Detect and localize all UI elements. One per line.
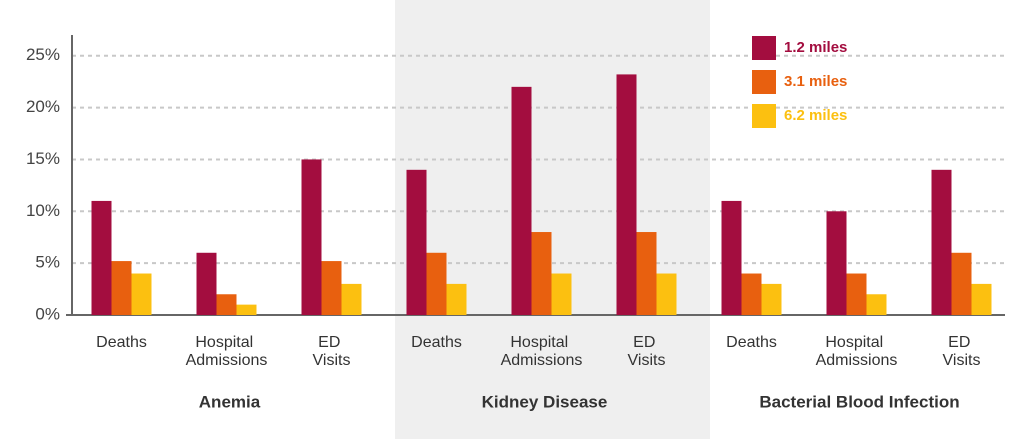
group-label: Kidney Disease bbox=[482, 392, 608, 411]
bar bbox=[656, 273, 677, 315]
bar bbox=[846, 273, 867, 315]
x-tick-label: ED Visits bbox=[628, 334, 666, 369]
bar bbox=[446, 283, 467, 315]
bar bbox=[216, 294, 237, 315]
bar bbox=[301, 159, 322, 315]
bar bbox=[531, 232, 552, 315]
bar bbox=[951, 252, 972, 315]
bar bbox=[636, 232, 657, 315]
x-tick-label: ED Visits bbox=[943, 334, 981, 369]
x-tick-label: Hospital Admissions bbox=[186, 334, 268, 369]
bar bbox=[131, 273, 152, 315]
bar bbox=[511, 86, 532, 315]
bar bbox=[236, 304, 257, 315]
group-label: Anemia bbox=[199, 392, 261, 411]
legend-label: 1.2 miles bbox=[784, 39, 847, 56]
bar bbox=[111, 261, 132, 315]
legend-swatch bbox=[752, 70, 776, 94]
bar bbox=[321, 261, 342, 315]
legend-label: 3.1 miles bbox=[784, 73, 847, 90]
y-tick-label: 20% bbox=[26, 97, 60, 116]
legend-swatch bbox=[752, 36, 776, 60]
y-tick-label: 10% bbox=[26, 201, 60, 220]
bar bbox=[826, 211, 847, 315]
x-tick-label: Deaths bbox=[96, 334, 147, 351]
bar bbox=[426, 252, 447, 315]
bar bbox=[406, 169, 427, 315]
x-tick-label: Deaths bbox=[411, 334, 462, 351]
x-tick-label: Hospital Admissions bbox=[816, 334, 898, 369]
bar bbox=[931, 169, 952, 315]
x-tick-label: ED Visits bbox=[313, 334, 351, 369]
x-tick-label: Hospital Admissions bbox=[501, 334, 583, 369]
y-tick-label: 25% bbox=[26, 45, 60, 64]
bar bbox=[341, 283, 362, 315]
group-shade bbox=[395, 0, 710, 439]
x-tick-label: Deaths bbox=[726, 334, 777, 351]
y-tick-label: 5% bbox=[35, 253, 60, 272]
bar bbox=[616, 74, 637, 315]
bar bbox=[196, 252, 217, 315]
bar bbox=[761, 283, 782, 315]
legend-swatch bbox=[752, 104, 776, 128]
y-tick-label: 0% bbox=[35, 304, 60, 323]
y-tick-label: 15% bbox=[26, 149, 60, 168]
legend-label: 6.2 miles bbox=[784, 107, 847, 124]
group-label: Bacterial Blood Infection bbox=[759, 392, 959, 411]
bar bbox=[91, 200, 112, 315]
bar bbox=[721, 200, 742, 315]
bar bbox=[866, 294, 887, 315]
bar bbox=[551, 273, 572, 315]
bar bbox=[971, 283, 992, 315]
bar bbox=[741, 273, 762, 315]
